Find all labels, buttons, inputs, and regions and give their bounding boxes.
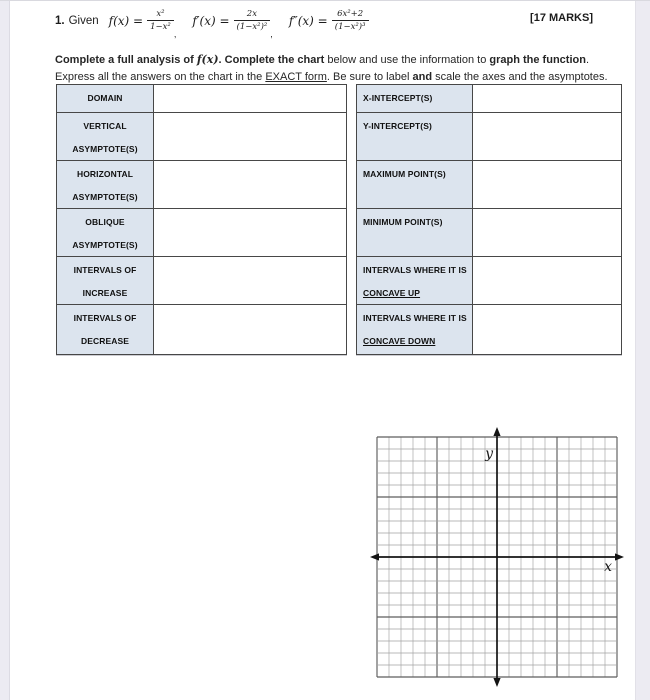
formula: f′(x) = 2x (1−x²)², xyxy=(192,8,272,39)
instruction-segment: graph the function xyxy=(489,54,586,66)
answer-cell xyxy=(154,256,346,304)
table-label-cell: INTERVALS WHERE IT IS CONCAVE UP xyxy=(357,256,473,304)
table-label-line: INTERVALS WHERE IT IS xyxy=(363,265,467,275)
answer-cell xyxy=(154,112,346,160)
page-top-edge xyxy=(0,0,650,1)
table-label-line: ASYMPTOTE(S) xyxy=(72,192,138,202)
fraction-numerator: 2x xyxy=(246,8,257,19)
instruction-segment: f(x) xyxy=(196,53,219,66)
instruction-segment: Complete a full analysis of xyxy=(55,54,197,66)
table-label-line: MAXIMUM POINT(S) xyxy=(363,169,446,179)
formula-lhs: f″(x) = xyxy=(288,14,328,28)
axis-arrowhead xyxy=(370,553,379,561)
x-axis-label: x xyxy=(604,559,612,575)
answer-cell xyxy=(154,208,346,256)
analysis-table-right: X-INTERCEPT(S) Y-INTERCEPT(S) MAXIMUM POIN… xyxy=(356,84,622,355)
table-label-cell: HORIZONTAL ASYMPTOTE(S) xyxy=(57,160,154,208)
table-label-cell: DOMAIN xyxy=(57,85,154,112)
table-label-cell: INTERVALS OF INCREASE xyxy=(57,256,154,304)
instruction-segment: and xyxy=(412,70,433,83)
answer-cell xyxy=(473,160,621,208)
axis-arrowhead xyxy=(615,553,624,561)
marks-badge: [17 MARKS] xyxy=(530,12,593,24)
grid-svg: yx xyxy=(370,427,624,687)
fraction-numerator: 6x²+2 xyxy=(337,8,364,19)
table-label-cell: X-INTERCEPT(S) xyxy=(357,85,473,112)
table-label-line: INCREASE xyxy=(82,288,128,298)
formula: f(x) = x² 1−x², xyxy=(108,9,177,39)
answer-cell xyxy=(473,208,621,256)
table-label-line: INTERVALS OF xyxy=(73,313,137,323)
answer-cell xyxy=(154,160,346,208)
table-label-line: Y-INTERCEPT(S) xyxy=(363,121,432,131)
fraction-denominator: 1−x² xyxy=(147,19,174,32)
analysis-table-left: DOMAIN VERTICAL ASYMPTOTE(S) HORIZONTAL ASYM… xyxy=(56,84,347,355)
table-label-cell: MINIMUM POINT(S) xyxy=(357,208,473,256)
instruction-segment: scale the axes and the asymptotes. xyxy=(432,70,608,83)
axis-arrowhead xyxy=(493,678,501,687)
formula-lhs: f(x) = xyxy=(108,14,144,28)
fraction: 6x²+2 (1−x²)³ xyxy=(331,8,369,32)
fraction: x² 1−x² xyxy=(147,9,174,32)
answer-cell xyxy=(473,256,621,304)
fraction-denominator: (1−x²)³ xyxy=(331,19,369,32)
instructions: Complete a full analysis of f(x). Comple… xyxy=(55,52,630,85)
formula-lhs: f′(x) = xyxy=(192,14,230,28)
page-margin-right xyxy=(635,0,650,700)
problem-header: 1. Given f(x) = x² 1−x², f′(x) = 2x (1−x²)², f… xyxy=(55,5,525,39)
page-margin-left xyxy=(0,0,10,700)
given-label: Given xyxy=(68,15,99,27)
axis-arrowhead xyxy=(493,427,501,436)
answer-cell xyxy=(154,85,346,112)
table-label-cell: INTERVALS OF DECREASE xyxy=(57,304,154,354)
table-label-line: CONCAVE UP xyxy=(363,288,421,298)
instruction-segment: . Be sure to label xyxy=(326,70,413,83)
table-label-line: VERTICAL xyxy=(83,121,127,131)
answer-cell xyxy=(154,304,346,354)
table-label-cell: VERTICAL ASYMPTOTE(S) xyxy=(57,112,154,160)
formula-separator: , xyxy=(173,28,177,39)
table-label-line: INTERVALS WHERE IT IS xyxy=(363,313,467,323)
instruction-segment: below and use the information to xyxy=(324,54,490,66)
table-label-line: DOMAIN xyxy=(87,93,123,103)
instruction-segment: EXACT form xyxy=(265,70,327,83)
table-label-cell: Y-INTERCEPT(S) xyxy=(357,112,473,160)
table-label-cell: MAXIMUM POINT(S) xyxy=(357,160,473,208)
formula-separator: , xyxy=(270,28,273,39)
table-label-line: X-INTERCEPT(S) xyxy=(363,93,433,103)
instruction-segment: . Complete the chart xyxy=(218,54,325,66)
table-label-line: ASYMPTOTE(S) xyxy=(72,144,138,154)
instruction-segment: . Express all the answers on the chart i… xyxy=(55,54,589,83)
answer-cell xyxy=(473,304,621,354)
y-axis-label: y xyxy=(484,446,494,462)
formula: f″(x) = 6x²+2 (1−x²)³ xyxy=(288,8,369,33)
answer-cell xyxy=(473,85,621,112)
fraction-denominator: (1−x²)² xyxy=(233,19,271,32)
table-label-line: DECREASE xyxy=(80,336,130,346)
problem-number: 1. xyxy=(55,15,65,27)
table-label-line: CONCAVE DOWN xyxy=(363,336,436,346)
table-label-line: ASYMPTOTE(S) xyxy=(72,240,138,250)
formulas: f(x) = x² 1−x², f′(x) = 2x (1−x²)², f″(x) = 6x²… xyxy=(108,8,385,39)
answer-cell xyxy=(473,112,621,160)
fraction: 2x (1−x²)² xyxy=(233,8,271,32)
table-label-cell: OBLIQUE ASYMPTOTE(S) xyxy=(57,208,154,256)
table-label-line: MINIMUM POINT(S) xyxy=(363,217,443,227)
fraction-numerator: x² xyxy=(156,8,165,19)
table-label-line: HORIZONTAL xyxy=(76,169,134,179)
table-label-line: OBLIQUE xyxy=(85,217,125,227)
table-label-cell: INTERVALS WHERE IT IS CONCAVE DOWN xyxy=(357,304,473,354)
table-label-line: INTERVALS OF xyxy=(73,265,137,275)
